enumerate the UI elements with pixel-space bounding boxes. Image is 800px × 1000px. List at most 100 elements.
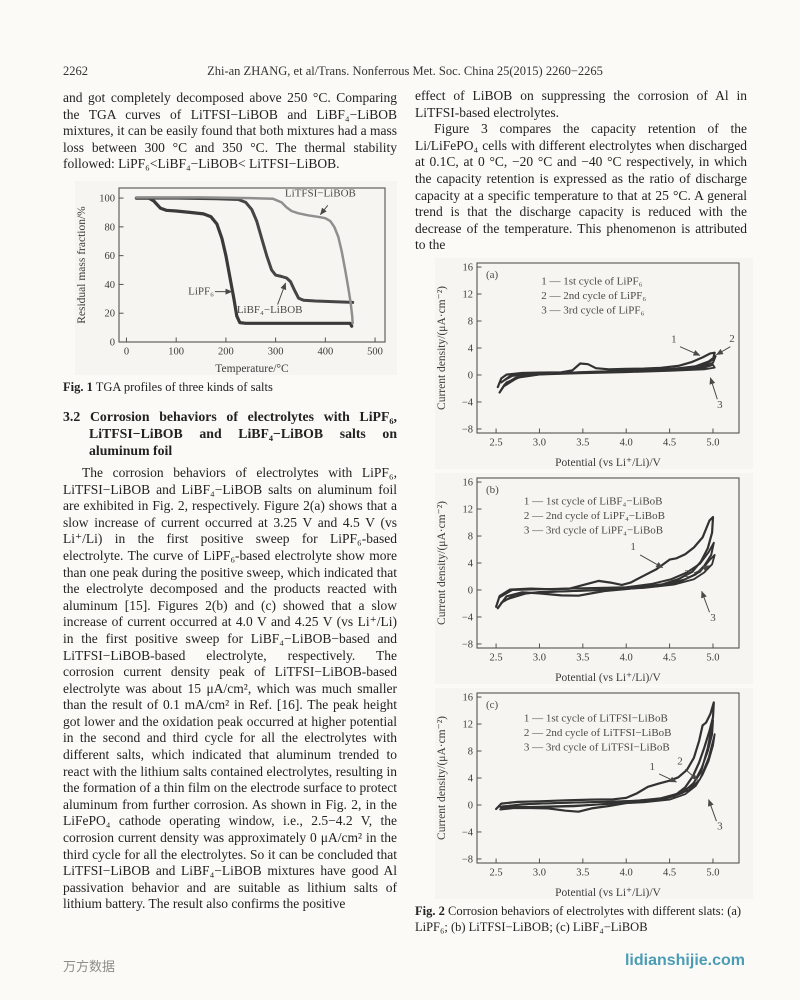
fig1-caption-text: TGA profiles of three kinds of salts bbox=[92, 379, 273, 394]
running-title: Zhi-an ZHANG, et al/Trans. Nonferrous Me… bbox=[207, 64, 603, 78]
svg-text:4.5: 4.5 bbox=[663, 867, 676, 878]
svg-text:2.5: 2.5 bbox=[490, 652, 503, 663]
svg-text:LiBF₄−LiBOB: LiBF₄−LiBOB bbox=[237, 304, 303, 316]
svg-text:3 — 3rd cycle of LiPF₄−LiBoB: 3 — 3rd cycle of LiPF₄−LiBoB bbox=[524, 524, 663, 536]
left-column: and got completely decomposed above 250 … bbox=[63, 90, 397, 913]
fig1-caption: Fig. 1 TGA profiles of three kinds of sa… bbox=[63, 379, 397, 395]
svg-text:0: 0 bbox=[468, 585, 473, 596]
svg-text:3: 3 bbox=[710, 612, 716, 624]
svg-text:8: 8 bbox=[468, 746, 473, 757]
svg-text:4: 4 bbox=[468, 773, 474, 784]
svg-text:LiPF₆: LiPF₆ bbox=[188, 285, 214, 297]
svg-text:2: 2 bbox=[684, 568, 690, 580]
svg-text:0: 0 bbox=[110, 337, 115, 348]
svg-text:5.0: 5.0 bbox=[706, 652, 719, 663]
svg-text:4.0: 4.0 bbox=[620, 437, 633, 448]
svg-text:Temperature/°C: Temperature/°C bbox=[215, 363, 289, 375]
svg-text:4.0: 4.0 bbox=[620, 867, 633, 878]
paragraph-thermal-stability: and got completely decomposed above 250 … bbox=[63, 90, 397, 172]
svg-text:3.0: 3.0 bbox=[533, 867, 546, 878]
svg-text:1: 1 bbox=[630, 541, 636, 553]
svg-text:2 — 2nd cycle of LiPF₄−LiBoB: 2 — 2nd cycle of LiPF₄−LiBoB bbox=[524, 510, 665, 522]
svg-text:80: 80 bbox=[105, 222, 116, 233]
svg-text:−4: −4 bbox=[462, 612, 474, 623]
svg-text:16: 16 bbox=[463, 692, 474, 703]
svg-text:3: 3 bbox=[717, 399, 723, 411]
svg-text:20: 20 bbox=[105, 309, 116, 320]
fig2-caption: Fig. 2 Corrosion behaviors of electrolyt… bbox=[415, 903, 747, 935]
svg-text:60: 60 bbox=[105, 251, 116, 262]
svg-text:4.0: 4.0 bbox=[620, 652, 633, 663]
svg-text:0: 0 bbox=[124, 346, 129, 357]
svg-text:Residual mass fraction/%: Residual mass fraction/% bbox=[76, 206, 88, 324]
paragraph-libob-effect: effect of LiBOB on suppressing the corro… bbox=[415, 88, 747, 120]
svg-text:(a): (a) bbox=[486, 269, 499, 281]
svg-text:5.0: 5.0 bbox=[706, 437, 719, 448]
svg-text:4.5: 4.5 bbox=[663, 437, 676, 448]
running-header: 2262 Zhi-an ZHANG, et al/Trans. Nonferro… bbox=[63, 64, 747, 82]
fig2c-cv-chart: 2.5 3.0 3.5 4.0 4.5 5.0 −8 −4 0 4 8 12 16 Potential (… bbox=[435, 687, 753, 899]
svg-text:2.5: 2.5 bbox=[490, 437, 503, 448]
svg-text:(b): (b) bbox=[486, 484, 499, 496]
svg-text:8: 8 bbox=[468, 531, 473, 542]
svg-text:−8: −8 bbox=[462, 639, 473, 650]
fig1-tga-chart: 0 100 200 300 400 500 0 20 40 60 80 100 Temperature/… bbox=[75, 180, 397, 375]
lidianshijie-watermark: lidianshijie.com bbox=[624, 952, 745, 969]
svg-text:400: 400 bbox=[317, 346, 333, 357]
wanfang-data-watermark: 万方数据 bbox=[63, 960, 116, 975]
svg-text:40: 40 bbox=[105, 280, 116, 291]
page-number: 2262 bbox=[63, 64, 88, 78]
svg-text:Current density/(μA·cm⁻²): Current density/(μA·cm⁻²) bbox=[436, 286, 448, 410]
svg-text:300: 300 bbox=[268, 346, 284, 357]
svg-text:Current density/(μA·cm⁻²): Current density/(μA·cm⁻²) bbox=[436, 716, 448, 840]
svg-text:2 — 2nd cycle of LiTFSI−LiBoB: 2 — 2nd cycle of LiTFSI−LiBoB bbox=[524, 727, 672, 739]
svg-text:2: 2 bbox=[729, 333, 735, 345]
svg-text:3.5: 3.5 bbox=[576, 652, 589, 663]
svg-text:12: 12 bbox=[463, 289, 474, 300]
svg-text:3.5: 3.5 bbox=[576, 437, 589, 448]
svg-text:(c): (c) bbox=[486, 699, 499, 711]
svg-text:4: 4 bbox=[468, 558, 474, 569]
svg-text:4.5: 4.5 bbox=[663, 652, 676, 663]
fig2-caption-label: Fig. 2 bbox=[415, 903, 445, 918]
svg-text:100: 100 bbox=[99, 194, 115, 205]
svg-text:1: 1 bbox=[649, 761, 655, 773]
svg-text:Current density/(μA·cm⁻²): Current density/(μA·cm⁻²) bbox=[436, 501, 448, 625]
svg-text:Potential (vs Li⁺/Li)/V: Potential (vs Li⁺/Li)/V bbox=[555, 672, 661, 684]
svg-text:Potential (vs Li⁺/Li)/V: Potential (vs Li⁺/Li)/V bbox=[555, 887, 661, 899]
svg-text:4: 4 bbox=[468, 343, 474, 354]
svg-text:1: 1 bbox=[671, 334, 677, 346]
svg-text:12: 12 bbox=[463, 504, 474, 515]
svg-text:3.5: 3.5 bbox=[576, 867, 589, 878]
svg-text:1 — 1st cycle of LiBF₄−LiBoB: 1 — 1st cycle of LiBF₄−LiBoB bbox=[524, 495, 663, 507]
svg-text:16: 16 bbox=[463, 262, 474, 273]
svg-text:1 — 1st cycle of LiPF₆: 1 — 1st cycle of LiPF₆ bbox=[541, 276, 642, 288]
svg-text:200: 200 bbox=[218, 346, 234, 357]
svg-text:−4: −4 bbox=[462, 397, 474, 408]
paragraph-corrosion-behaviors: The corrosion behaviors of electrolytes … bbox=[63, 464, 397, 912]
svg-text:−4: −4 bbox=[462, 827, 474, 838]
svg-text:2: 2 bbox=[677, 755, 683, 767]
fig1-tga-svg: 0 100 200 300 400 500 0 20 40 60 80 100 Temperature/… bbox=[76, 187, 386, 375]
svg-text:16: 16 bbox=[463, 477, 474, 488]
fig1-caption-label: Fig. 1 bbox=[63, 379, 93, 394]
paragraph-capacity-retention: Figure 3 compares the capacity retention… bbox=[415, 121, 747, 253]
svg-text:0: 0 bbox=[468, 800, 473, 811]
svg-text:12: 12 bbox=[463, 719, 474, 730]
fig2b-cv-chart: 2.5 3.0 3.5 4.0 4.5 5.0 −8 −4 0 4 8 12 16 Potential (… bbox=[435, 472, 753, 684]
svg-text:100: 100 bbox=[168, 346, 184, 357]
svg-text:8: 8 bbox=[468, 316, 473, 327]
svg-text:3.0: 3.0 bbox=[533, 437, 546, 448]
svg-text:5.0: 5.0 bbox=[706, 867, 719, 878]
svg-text:500: 500 bbox=[367, 346, 383, 357]
svg-text:3 — 3rd cycle of LiTFSI−LiBoB: 3 — 3rd cycle of LiTFSI−LiBoB bbox=[524, 741, 670, 753]
svg-text:−8: −8 bbox=[462, 424, 473, 435]
right-column: effect of LiBOB on suppressing the corro… bbox=[415, 88, 753, 935]
svg-text:0: 0 bbox=[468, 370, 473, 381]
fig2a-cv-chart: 2.5 3.0 3.5 4.0 4.5 5.0 −8 −4 0 4 8 12 16 Potential (… bbox=[435, 257, 753, 469]
svg-text:−8: −8 bbox=[462, 854, 473, 865]
svg-text:3.0: 3.0 bbox=[533, 652, 546, 663]
